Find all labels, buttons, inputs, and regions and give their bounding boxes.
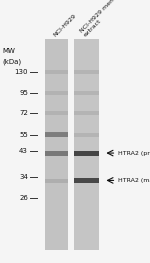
Bar (74, 133, 99, 137)
Text: NCI-H929 membrane
extract: NCI-H929 membrane extract (79, 0, 133, 37)
Text: 43: 43 (19, 148, 28, 154)
Text: (kDa): (kDa) (2, 58, 21, 65)
Text: 72: 72 (19, 110, 28, 116)
Bar (45, 70, 68, 74)
Text: HTRA2 (mature): HTRA2 (mature) (118, 178, 150, 183)
Bar (45, 179, 68, 183)
Bar (45, 133, 68, 137)
Text: MW: MW (2, 48, 15, 54)
Bar (45, 150, 68, 156)
Bar (45, 132, 68, 137)
Bar (74, 112, 99, 115)
Bar (74, 92, 99, 95)
Text: NCI-H929: NCI-H929 (53, 13, 78, 37)
Bar (74, 39, 99, 250)
Bar (45, 92, 68, 95)
Bar (74, 178, 99, 183)
Text: 34: 34 (19, 174, 28, 180)
Text: 55: 55 (19, 132, 28, 138)
Text: 95: 95 (19, 90, 28, 96)
Bar (74, 150, 99, 156)
Text: 130: 130 (15, 69, 28, 75)
Bar (45, 39, 68, 250)
Bar (45, 112, 68, 115)
Bar (74, 70, 99, 74)
Text: HTRA2 (precursor): HTRA2 (precursor) (118, 150, 150, 156)
Text: 26: 26 (19, 195, 28, 201)
